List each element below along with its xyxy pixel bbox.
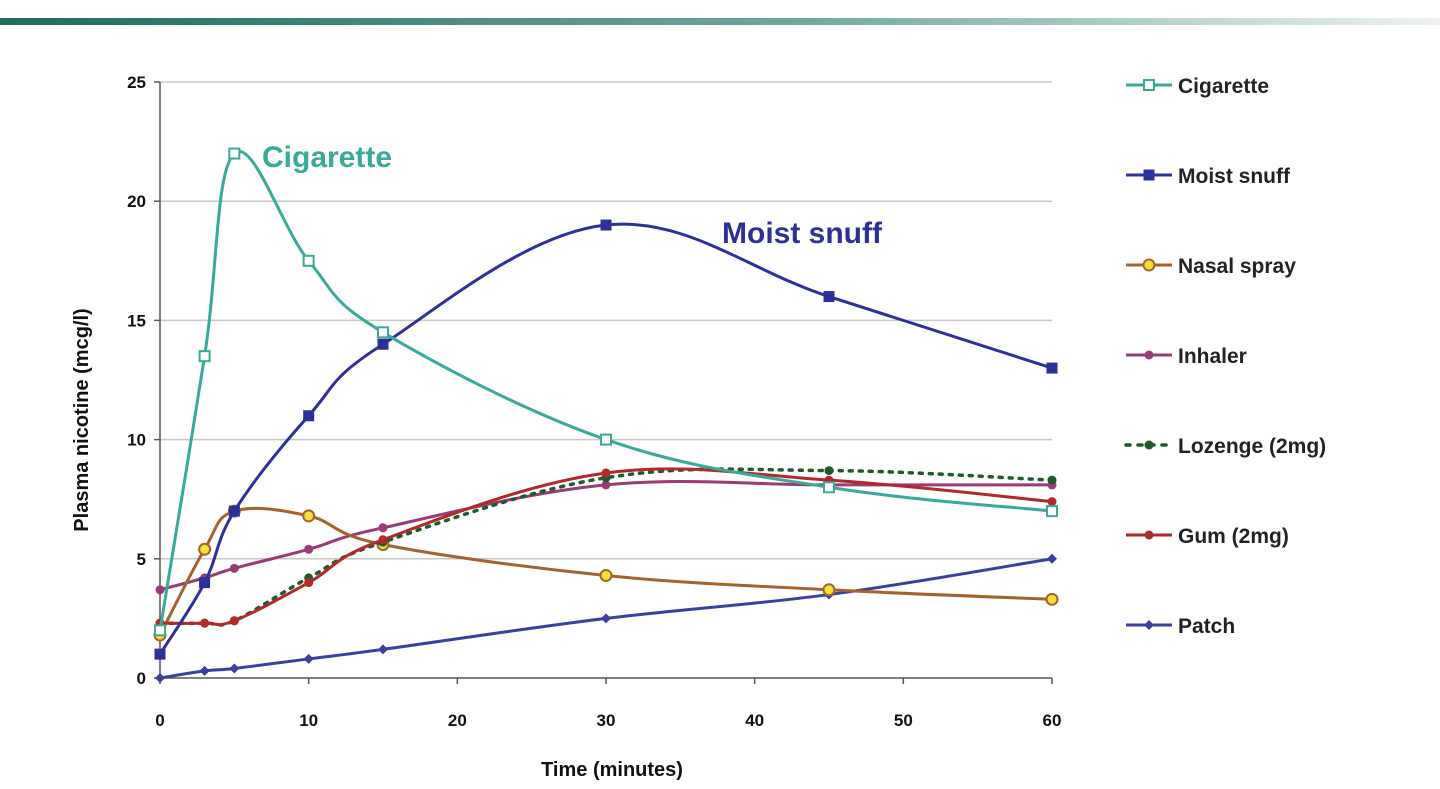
data-point-moist-snuff bbox=[377, 338, 389, 350]
data-point-moist-snuff bbox=[1046, 362, 1058, 374]
data-point-patch bbox=[155, 673, 165, 683]
legend-marker-moist-snuff bbox=[1143, 169, 1155, 181]
y-tick-label: 20 bbox=[127, 192, 146, 211]
legend-item-nasal-spray: Nasal spray bbox=[1126, 255, 1296, 278]
legend-label-cigarette: Cigarette bbox=[1178, 75, 1269, 98]
data-point-lozenge-2mg bbox=[1047, 475, 1057, 485]
y-tick-label: 25 bbox=[127, 73, 146, 92]
series-cigarette bbox=[154, 147, 1058, 637]
series-patch bbox=[155, 553, 1057, 683]
data-point-gum-2mg bbox=[304, 578, 314, 588]
data-point-gum-2mg bbox=[229, 616, 239, 626]
legend-item-moist-snuff: Moist snuff bbox=[1126, 165, 1291, 188]
y-tick-label: 5 bbox=[137, 550, 146, 569]
series-line-patch bbox=[159, 557, 1053, 680]
data-point-patch bbox=[378, 644, 388, 655]
y-tick-label: 10 bbox=[127, 431, 146, 450]
data-point-nasal-spray bbox=[1045, 592, 1059, 606]
legend-label-inhaler: Inhaler bbox=[1178, 345, 1247, 368]
legend-label-patch: Patch bbox=[1178, 615, 1235, 638]
x-tick-label: 0 bbox=[155, 711, 164, 730]
data-point-moist-snuff bbox=[823, 291, 835, 303]
data-point-patch bbox=[199, 665, 210, 676]
data-point-inhaler bbox=[155, 585, 165, 595]
legend-label-lozenge-2mg: Lozenge (2mg) bbox=[1178, 435, 1326, 458]
y-axis-title: Plasma nicotine (mcg/l) bbox=[71, 308, 93, 531]
x-tick-label: 50 bbox=[894, 711, 913, 730]
x-tick-label: 60 bbox=[1043, 711, 1062, 730]
data-point-cigarette bbox=[600, 433, 612, 446]
data-point-patch bbox=[601, 613, 611, 624]
data-point-cigarette bbox=[302, 254, 315, 267]
data-point-inhaler bbox=[229, 563, 239, 573]
legend-marker-lozenge-2mg bbox=[1144, 440, 1154, 450]
x-tick-label: 10 bbox=[299, 711, 318, 730]
data-point-patch bbox=[303, 653, 314, 664]
data-point-nasal-spray bbox=[198, 542, 212, 556]
x-axis-title: Time (minutes) bbox=[541, 759, 683, 781]
data-point-gum-2mg bbox=[200, 618, 210, 628]
x-tick-label: 20 bbox=[448, 711, 467, 730]
data-point-patch bbox=[229, 663, 240, 674]
series-gum-2mg bbox=[155, 467, 1057, 628]
data-point-gum-2mg bbox=[378, 535, 388, 545]
legend-marker-gum-2mg bbox=[1144, 530, 1154, 540]
series-layer bbox=[153, 147, 1059, 683]
data-point-cigarette bbox=[1046, 505, 1058, 518]
x-tick-label: 30 bbox=[597, 711, 616, 730]
legend-item-patch: Patch bbox=[1126, 615, 1235, 638]
series-line-gum-2mg bbox=[159, 467, 1053, 627]
data-point-lozenge-2mg bbox=[824, 466, 834, 476]
slide-header-band bbox=[0, 18, 1440, 25]
legend-marker-cigarette bbox=[1143, 79, 1155, 91]
legend: Cigarette Moist snuff Nasal spray Inhaler Lo… bbox=[1124, 75, 1326, 638]
data-point-moist-snuff bbox=[600, 219, 612, 231]
data-point-cigarette bbox=[377, 326, 389, 339]
legend-item-cigarette: Cigarette bbox=[1126, 75, 1269, 98]
series-lozenge-2mg bbox=[155, 466, 1057, 628]
series-moist-snuff bbox=[154, 219, 1058, 660]
axes: 0 5 10 15 20 25 0 10 20 30 40 50 60 Time (minutes) Pla… bbox=[71, 73, 1061, 781]
y-tick-label: 0 bbox=[137, 669, 146, 688]
data-point-inhaler bbox=[378, 523, 388, 533]
annotation-moist-snuff: Moist snuff bbox=[722, 217, 883, 250]
data-point-nasal-spray bbox=[822, 583, 836, 597]
data-point-patch bbox=[1047, 553, 1057, 564]
legend-item-gum-2mg: Gum (2mg) bbox=[1126, 525, 1289, 548]
annotation-cigarette: Cigarette bbox=[262, 141, 392, 174]
data-point-cigarette bbox=[228, 147, 241, 160]
legend-label-nasal-spray: Nasal spray bbox=[1178, 255, 1296, 278]
data-point-nasal-spray bbox=[302, 509, 316, 523]
data-point-inhaler bbox=[304, 544, 314, 554]
data-point-moist-snuff bbox=[303, 410, 315, 422]
data-point-gum-2mg bbox=[1047, 497, 1057, 507]
legend-marker-patch bbox=[1144, 620, 1154, 630]
data-point-inhaler bbox=[601, 480, 611, 490]
legend-marker-inhaler bbox=[1144, 350, 1154, 360]
data-point-moist-snuff bbox=[154, 648, 166, 660]
x-tick-label: 40 bbox=[745, 711, 764, 730]
y-tick-label: 15 bbox=[127, 311, 146, 330]
data-point-cigarette bbox=[198, 350, 211, 363]
legend-item-inhaler: Inhaler bbox=[1126, 345, 1247, 368]
header-gradient-bar bbox=[0, 18, 1440, 25]
annotations: Cigarette Moist snuff bbox=[262, 141, 883, 250]
data-point-moist-snuff bbox=[199, 577, 211, 589]
legend-item-lozenge-2mg: Lozenge (2mg) bbox=[1124, 435, 1326, 458]
legend-label-moist-snuff: Moist snuff bbox=[1178, 165, 1291, 188]
legend-label-gum-2mg: Gum (2mg) bbox=[1178, 525, 1289, 548]
series-line-lozenge-2mg bbox=[158, 467, 1054, 627]
legend-marker-nasal-spray bbox=[1142, 258, 1156, 272]
data-point-cigarette bbox=[154, 624, 166, 637]
data-point-nasal-spray bbox=[599, 568, 613, 582]
data-point-cigarette bbox=[823, 481, 835, 494]
data-point-gum-2mg bbox=[601, 468, 611, 478]
data-point-moist-snuff bbox=[228, 505, 240, 517]
